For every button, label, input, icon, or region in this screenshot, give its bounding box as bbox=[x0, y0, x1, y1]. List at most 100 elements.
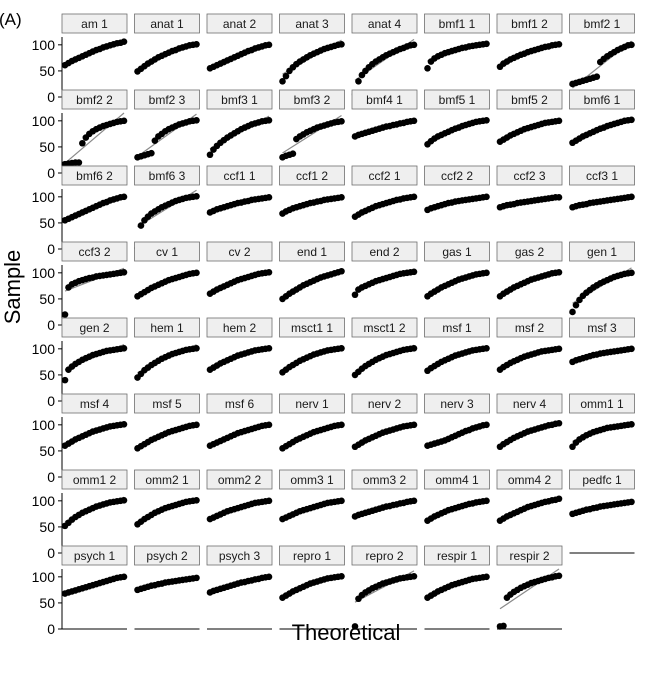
facet-strip bbox=[496, 241, 563, 262]
facet-panel: end 2 bbox=[351, 241, 418, 326]
facet-strip-label: psych 3 bbox=[219, 549, 261, 563]
qq-point bbox=[628, 116, 635, 124]
qq-point bbox=[483, 117, 490, 124]
facet-strip-label: msf 3 bbox=[587, 321, 617, 335]
facet-panel: ccf1 2 bbox=[279, 165, 345, 250]
qq-point bbox=[410, 497, 418, 505]
facet-panel: bmf2 3 bbox=[134, 89, 200, 174]
facet-strip-label: anat 4 bbox=[368, 17, 402, 31]
facet-panel: ccf2 3 bbox=[496, 165, 563, 250]
facet-strip-label: omm2 2 bbox=[218, 473, 262, 487]
facet-strip-label: anat 2 bbox=[223, 17, 257, 31]
facet-panel: bmf6 3 bbox=[134, 165, 200, 252]
facet-strip-label: omm1 2 bbox=[73, 473, 117, 487]
facet-panel: hem 1 bbox=[134, 317, 200, 402]
facet-strip-label: am 1 bbox=[81, 17, 108, 31]
facet-strip bbox=[569, 393, 635, 414]
facet-strip-label: omm3 2 bbox=[363, 473, 407, 487]
qq-point bbox=[410, 421, 418, 429]
facet-panel: bmf3 1 bbox=[206, 89, 273, 174]
facet-panel: anat 3 bbox=[279, 13, 345, 98]
facet-strip-label: bmf5 1 bbox=[439, 93, 476, 107]
qq-point bbox=[120, 345, 128, 352]
facet-panel: gas 1 bbox=[424, 241, 490, 326]
facet-strip bbox=[279, 13, 345, 34]
y-tick-label: 0 bbox=[47, 469, 55, 485]
y-tick-label: 50 bbox=[39, 443, 55, 459]
facet-panel: msf 3 bbox=[569, 317, 635, 402]
qq-point bbox=[628, 193, 635, 201]
facet-strip-label: ccf3 1 bbox=[586, 169, 618, 183]
facet-strip bbox=[351, 317, 418, 338]
qq-point bbox=[265, 421, 273, 429]
facet-panel: msf 2 bbox=[496, 317, 563, 402]
y-axis-label: Sample bbox=[0, 250, 25, 325]
qq-point bbox=[265, 497, 273, 505]
facet-strip bbox=[424, 165, 490, 186]
qq-point bbox=[61, 376, 69, 384]
facet-panel: nerv 1 bbox=[279, 393, 345, 478]
facet-strip bbox=[351, 393, 418, 414]
y-tick-label: 0 bbox=[47, 393, 55, 409]
facet-panel: repro 1 bbox=[279, 545, 345, 630]
facet-strip bbox=[351, 13, 418, 34]
facet-strip-label: cv 1 bbox=[156, 245, 178, 259]
facet-strip-label: msf 6 bbox=[225, 397, 255, 411]
facet-strip-label: psych 2 bbox=[146, 549, 188, 563]
facet-strip-label: bmf5 2 bbox=[511, 93, 548, 107]
facet-strip bbox=[496, 469, 563, 490]
qq-point bbox=[338, 118, 345, 125]
qq-point bbox=[120, 117, 128, 125]
qq-point bbox=[148, 149, 155, 157]
qq-point bbox=[555, 572, 563, 580]
facet-strip-label: hem 2 bbox=[223, 321, 257, 335]
qq-point bbox=[265, 194, 273, 201]
facet-strip-label: bmf2 1 bbox=[584, 17, 621, 31]
facet-strip-label: omm4 2 bbox=[508, 473, 552, 487]
qq-point bbox=[206, 151, 214, 159]
y-tick-label: 100 bbox=[32, 189, 56, 205]
facet-panel: bmf3 2 bbox=[279, 89, 345, 174]
facet-strip-label: bmf6 1 bbox=[584, 93, 621, 107]
facet-strip bbox=[424, 317, 490, 338]
facet-strip-label: msf 4 bbox=[80, 397, 110, 411]
facet-panel: bmf2 1 bbox=[569, 13, 635, 98]
qq-point bbox=[555, 345, 563, 353]
facet-panel: respir 1 bbox=[424, 545, 490, 630]
qq-point bbox=[265, 345, 273, 352]
facet-strip bbox=[206, 241, 273, 262]
facet-panel: omm3 2 bbox=[351, 469, 418, 554]
y-tick-label: 50 bbox=[39, 215, 55, 231]
facet-strip-label: bmf3 1 bbox=[221, 93, 258, 107]
facet-strip bbox=[496, 393, 563, 414]
facet-strip-label: ccf2 1 bbox=[368, 169, 400, 183]
facet-panel: hem 2 bbox=[206, 317, 273, 402]
facet-panel: end 1 bbox=[279, 241, 345, 326]
qq-point bbox=[483, 497, 490, 505]
facet-panel: omm1 1 bbox=[569, 393, 635, 478]
facet-strip bbox=[134, 469, 200, 490]
qq-point bbox=[120, 573, 128, 581]
facet-strip bbox=[496, 165, 563, 186]
qq-point bbox=[410, 117, 418, 125]
facet-strip-label: omm3 1 bbox=[290, 473, 334, 487]
facet-panel: cv 2 bbox=[206, 241, 273, 326]
facet-panel: omm2 1 bbox=[134, 469, 200, 554]
y-tick-label: 100 bbox=[32, 265, 56, 281]
qq-point bbox=[120, 269, 128, 276]
facet-panel: respir 2 bbox=[496, 545, 563, 630]
facet-strip bbox=[61, 469, 128, 490]
facet-strip bbox=[496, 545, 563, 566]
qq-point bbox=[410, 268, 418, 276]
facet-strip-label: omm2 1 bbox=[145, 473, 189, 487]
facet-panel: msf 4 0 50 100 bbox=[32, 393, 128, 485]
y-tick-label: 100 bbox=[32, 113, 56, 129]
facet-strip-label: ccf3 2 bbox=[78, 245, 110, 259]
facet-strip bbox=[351, 241, 418, 262]
facet-panel: psych 1 0 50 100 bbox=[32, 545, 128, 637]
facet-strip bbox=[351, 165, 418, 186]
facet-panel: pedfc 1 bbox=[569, 469, 635, 554]
facet-strip bbox=[351, 89, 418, 110]
facet-strip-label: repro 1 bbox=[293, 549, 331, 563]
